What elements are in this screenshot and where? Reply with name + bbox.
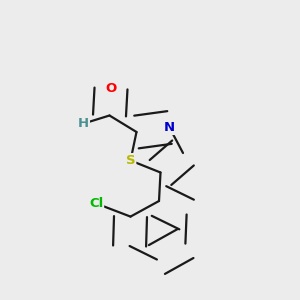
Text: N: N xyxy=(164,121,175,134)
Text: S: S xyxy=(126,154,135,167)
Text: O: O xyxy=(105,82,117,95)
Text: Cl: Cl xyxy=(89,197,103,210)
Text: H: H xyxy=(78,117,89,130)
